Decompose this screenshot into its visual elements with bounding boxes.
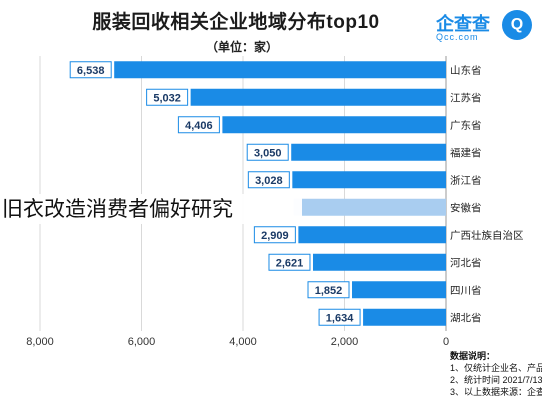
- logo-domain: Qcc.com: [436, 32, 479, 42]
- category-label-2: 广东省: [450, 119, 482, 132]
- value-label-box-0: [69, 61, 112, 79]
- value-label-box-2: [177, 116, 220, 134]
- x-tick-label-2: 4,000: [229, 336, 257, 348]
- data-notes: 数据说明： 1、仅统计企业名、产品、经营范围含“服装回收”的在业、存续企业 2、…: [450, 350, 542, 398]
- value-label-box-7: [268, 253, 311, 271]
- category-label-1: 江苏省: [450, 91, 482, 104]
- value-label-4: 3,028: [255, 175, 283, 187]
- value-label-6: 2,909: [261, 230, 289, 242]
- category-label-0: 山东省: [450, 64, 482, 77]
- chart-header: 服装回收相关企业地域分布top10 （单位：家） 企查查 Qcc.com Q: [0, 0, 545, 56]
- bar-9: [363, 308, 446, 326]
- bar-chart: 8,000 6,000 4,000 2,000 0 6,538 山东省 5,032 江苏省 4,4…: [26, 56, 524, 348]
- value-label-box-4: [247, 171, 290, 189]
- notes-title: 数据说明：: [450, 351, 496, 361]
- value-label-0: 6,538: [77, 65, 105, 77]
- category-label-4: 浙江省: [450, 174, 482, 187]
- chart-title: 服装回收相关企业地域分布top10: [92, 12, 380, 33]
- category-label-7: 河北省: [450, 256, 482, 269]
- unit-label: （单位：家）: [206, 40, 279, 54]
- notes-line-3: 3、以上数据来源：企查查: [450, 387, 542, 397]
- bar-7: [312, 253, 446, 271]
- x-tick-label-1: 6,000: [128, 336, 156, 348]
- bar-6: [298, 226, 446, 244]
- bar-5: [293, 198, 446, 216]
- value-label-2: 4,406: [185, 120, 213, 132]
- value-label-7: 2,621: [276, 257, 304, 269]
- bar-1: [190, 88, 446, 106]
- qcc-logo: 企查查 Qcc.com Q: [430, 6, 540, 46]
- bar-3: [291, 143, 446, 161]
- bar-0: [114, 61, 446, 79]
- category-label-5: 安徽省: [450, 201, 482, 214]
- category-label-3: 福建省: [450, 146, 482, 159]
- bar-2: [222, 116, 446, 134]
- value-label-box-8: [307, 281, 350, 299]
- category-label-9: 湖北省: [450, 311, 482, 324]
- value-label-1: 5,032: [153, 92, 181, 104]
- notes-line-2: 2、统计时间 2021/7/13: [450, 375, 542, 385]
- x-tick-label-4: 0: [443, 336, 449, 348]
- value-label-box-9: [318, 308, 361, 326]
- value-label-box-3: [246, 143, 289, 161]
- value-label-3: 3,050: [254, 147, 282, 159]
- x-tick-label-0: 8,000: [26, 336, 54, 348]
- notes-line-1: 1、仅统计企业名、产品、经营范围含“服装回收”的在业、存续企业: [450, 363, 542, 373]
- category-label-8: 四川省: [450, 284, 482, 297]
- logo-q-icon: Q: [502, 10, 532, 40]
- value-label-8: 1,852: [315, 285, 343, 297]
- value-label-box-1: [146, 88, 189, 106]
- logo-name: 企查查: [436, 14, 490, 34]
- x-tick-label-3: 2,000: [331, 336, 359, 348]
- value-label-box-6: [253, 226, 296, 244]
- overlay-caption: 旧衣改造消费者偏好研究: [0, 194, 302, 224]
- value-label-9: 1,634: [326, 312, 354, 324]
- bar-4: [292, 171, 446, 189]
- category-label-6: 广西壮族自治区: [450, 229, 524, 242]
- bar-8: [352, 281, 446, 299]
